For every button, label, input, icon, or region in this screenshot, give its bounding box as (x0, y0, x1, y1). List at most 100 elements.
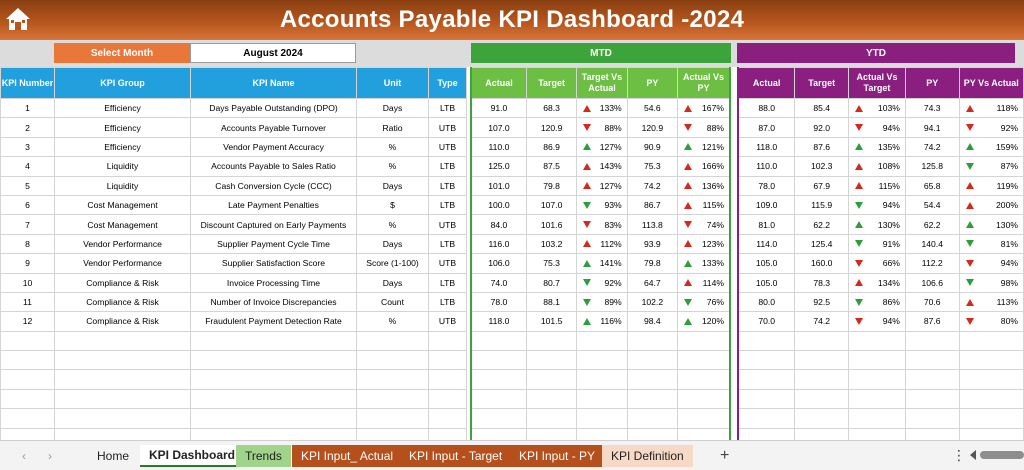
sheet-tab-kpi-input-py[interactable]: KPI Input - PY (510, 445, 605, 467)
pct-value: 83% (604, 219, 622, 230)
pct-value: 115% (702, 200, 724, 211)
pct-wrap: 116% (578, 316, 626, 326)
horizontal-scrollbar[interactable] (980, 451, 1024, 459)
empty-cell (626, 408, 679, 429)
triangle-up-icon (684, 182, 693, 190)
kpi-type-cell: UTB (428, 214, 467, 235)
sheet-tab-home[interactable]: Home (97, 449, 130, 463)
table-row (470, 408, 731, 429)
pct-cell: 98% (958, 272, 1024, 293)
ytd-target-cell: 78.3 (794, 272, 850, 293)
triangle-down-icon (855, 317, 864, 325)
kpi-num-cell: 4 (0, 156, 55, 177)
pct-cell: 91% (848, 233, 906, 255)
pct-value: 80% (1000, 316, 1018, 327)
pct-value: 66% (882, 258, 900, 269)
empty-cell (737, 350, 796, 371)
mtd-target-cell: 80.7 (525, 272, 578, 293)
triangle-up-icon (684, 279, 693, 287)
pct-wrap: 94% (960, 258, 1022, 268)
pct-cell: 86% (848, 291, 906, 313)
table-row: 81.0 62.2 130% 62.2 130% (737, 214, 1024, 235)
triangle-up-icon (965, 104, 974, 112)
table-row: 2 Efficiency Accounts Payable Turnover Rati… (0, 117, 467, 138)
pct-cell: 133% (576, 97, 628, 119)
pct-wrap: 113% (960, 297, 1022, 307)
mtd-target-cell: 101.6 (525, 214, 578, 235)
sheet-tab-kpi-input-actual[interactable]: KPI Input_ Actual (292, 445, 403, 467)
select-month-dropdown[interactable]: August 2024 (190, 43, 356, 63)
triangle-up-icon (965, 201, 974, 209)
ytd-actual-cell: 110.0 (737, 156, 796, 177)
mtd-actual-cell: 74.0 (470, 272, 527, 293)
table-row: 87.0 92.0 94% 94.1 92% (737, 117, 1024, 138)
mtd-column-header: Target Vs Actual (576, 67, 628, 99)
table-row: 105.0 160.0 66% 112.2 94% (737, 253, 1024, 274)
ytd-py-cell: 65.8 (904, 175, 960, 196)
pct-value: 134% (877, 277, 900, 288)
triangle-down-icon (684, 221, 693, 229)
next-sheet-icon[interactable]: › (48, 449, 52, 463)
pct-wrap: 127% (578, 181, 626, 191)
pct-cell: 74% (677, 214, 731, 235)
empty-cell (576, 408, 628, 429)
pct-wrap: 159% (960, 142, 1022, 152)
kpi-name-cell: Discount Captured on Early Payments (190, 214, 357, 235)
pct-value: 114% (702, 277, 724, 288)
triangle-down-icon (965, 124, 974, 132)
sheet-tab-kpi-input-target[interactable]: KPI Input - Target (400, 445, 512, 467)
triangle-up-icon (583, 104, 592, 112)
kpi-type-cell: UTB (428, 136, 467, 158)
mtd-py-cell: 102.2 (626, 291, 679, 313)
sheet-tab-trends[interactable]: Trends (236, 445, 291, 467)
table-row: 3 Efficiency Vendor Payment Accuracy% UTB (0, 136, 467, 158)
table-row (737, 408, 1024, 429)
kpi-num-cell: 9 (0, 253, 55, 274)
add-sheet-icon[interactable]: + (720, 447, 730, 464)
ytd-target-cell: 160.0 (794, 253, 850, 274)
ytd-actual-cell: 118.0 (737, 136, 796, 158)
ytd-actual-cell: 105.0 (737, 253, 796, 274)
triangle-down-icon (583, 298, 592, 306)
main-column-header: KPI Name (190, 67, 357, 99)
mtd-target-cell: 103.2 (525, 233, 578, 255)
empty-cell (677, 408, 731, 429)
mtd-py-cell: 74.2 (626, 175, 679, 196)
pct-cell: 166% (677, 156, 731, 177)
mtd-py-cell: 75.3 (626, 156, 679, 177)
pct-cell: 118% (958, 97, 1024, 119)
pct-wrap: 120% (679, 316, 729, 326)
kpi-type-cell: LTB (428, 291, 467, 313)
triangle-down-icon (855, 201, 864, 209)
pct-value: 127% (599, 141, 622, 152)
triangle-down-icon (583, 124, 592, 132)
pct-wrap: 167% (679, 103, 729, 113)
pct-wrap: 93% (578, 200, 626, 210)
triangle-down-icon (855, 259, 864, 267)
table-row: 70.0 74.2 94% 87.6 80% (737, 311, 1024, 332)
mtd-actual-cell: 110.0 (470, 136, 527, 158)
sheet-tab-kpi-definition[interactable]: KPI Definition (602, 445, 693, 467)
mtd-actual-cell: 116.0 (470, 233, 527, 255)
kpi-group-cell: Liquidity (54, 156, 191, 177)
pct-cell: 87% (958, 156, 1024, 177)
prev-sheet-icon[interactable]: ‹ (22, 449, 26, 463)
empty-cell (794, 330, 850, 352)
triangle-down-icon (684, 124, 693, 132)
pct-cell: 127% (576, 175, 628, 196)
ytd-target-cell: 62.2 (794, 214, 850, 235)
kpi-name-cell: Supplier Payment Cycle Time (190, 233, 357, 255)
empty-cell (356, 408, 429, 429)
empty-cell (626, 369, 679, 390)
mtd-target-cell: 79.8 (525, 175, 578, 196)
home-icon[interactable] (4, 5, 32, 33)
pct-cell: 127% (576, 136, 628, 158)
mtd-target-cell: 101.5 (525, 311, 578, 332)
sheet-tab-kpi-dashboard[interactable]: KPI Dashboard (140, 445, 245, 467)
scroll-left-icon[interactable] (970, 450, 976, 460)
mtd-actual-cell: 101.0 (470, 175, 527, 196)
mtd-actual-cell: 100.0 (470, 194, 527, 216)
more-options-icon[interactable]: ⋮ (952, 447, 966, 463)
triangle-down-icon (855, 240, 864, 248)
empty-cell (525, 408, 578, 429)
